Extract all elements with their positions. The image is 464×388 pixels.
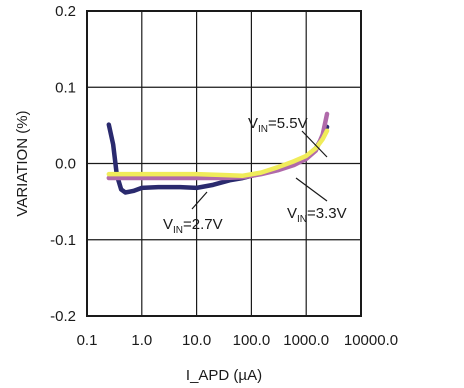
y-tick-label: -0.2 xyxy=(50,308,76,325)
x-tick-label: 100.0 xyxy=(233,332,271,349)
series-annotation: VIN=3.3V xyxy=(287,205,347,225)
y-tick-label: -0.1 xyxy=(50,232,76,249)
plot-frame xyxy=(86,10,362,317)
series-annotation: VIN=5.5V xyxy=(248,115,308,135)
annotations: VIN=2.7V VIN=3.3V VIN=5.5V xyxy=(163,115,347,236)
x-tick-label: 0.1 xyxy=(77,332,98,349)
annotation-leader xyxy=(295,177,328,202)
grid xyxy=(86,10,362,317)
x-tick-label: 1.0 xyxy=(131,332,152,349)
x-tick-label: 10000.0 xyxy=(344,332,398,349)
annotation-leader xyxy=(191,191,208,210)
x-tick-label: 1000.0 xyxy=(283,332,329,349)
y-tick-label: 0.0 xyxy=(55,156,76,173)
x-tick-labels: 0.1 1.0 10.0 100.0 1000.0 10000.0 xyxy=(77,332,399,349)
y-tick-label: 0.2 xyxy=(55,3,76,20)
x-axis-label: I_APD (µA) xyxy=(186,367,262,384)
x-tick-label: 10.0 xyxy=(182,332,211,349)
y-tick-label: 0.1 xyxy=(55,79,76,96)
series-line xyxy=(106,128,330,178)
series-annotation: VIN=2.7V xyxy=(163,216,223,236)
series-group xyxy=(106,111,330,195)
y-axis-label: VARIATION (%) xyxy=(14,110,31,216)
y-tick-labels: -0.2 -0.1 0.0 0.1 0.2 xyxy=(50,3,76,325)
annotation-leader xyxy=(301,130,328,158)
